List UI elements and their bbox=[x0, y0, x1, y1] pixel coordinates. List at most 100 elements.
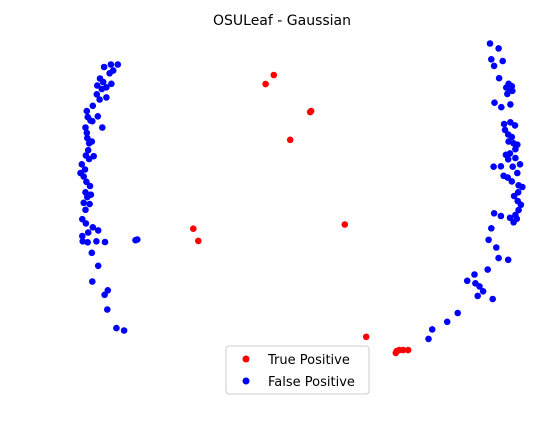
false-positive-point bbox=[463, 277, 471, 285]
false-positive-point bbox=[86, 200, 93, 208]
false-positive-point bbox=[504, 256, 512, 264]
false-positive-point bbox=[505, 138, 512, 145]
false-positive-point bbox=[114, 61, 122, 68]
false-positive-point bbox=[84, 146, 92, 154]
false-positive-point bbox=[89, 117, 96, 125]
false-positive-point bbox=[120, 327, 128, 334]
false-positive-point bbox=[94, 113, 102, 120]
false-positive-point bbox=[489, 295, 497, 303]
false-positive-point bbox=[485, 236, 492, 244]
false-positive-point bbox=[501, 126, 509, 134]
false-positive-point bbox=[94, 82, 101, 89]
true-positive-point bbox=[362, 333, 370, 341]
false-positive-point bbox=[516, 161, 524, 168]
true-positive-point bbox=[341, 221, 349, 228]
chart-title: OSULeaf - Gaussian bbox=[213, 13, 351, 29]
false-positive-point bbox=[82, 124, 89, 131]
false-positive-point bbox=[84, 134, 91, 142]
true-positive-point bbox=[404, 346, 412, 354]
false-positive-point bbox=[86, 182, 94, 190]
false-positive-point bbox=[106, 70, 113, 77]
false-positive-point bbox=[93, 238, 100, 245]
false-positive-point bbox=[509, 87, 516, 95]
false-positive-point bbox=[107, 61, 115, 68]
false-positive-point bbox=[507, 101, 514, 108]
false-positive-point bbox=[499, 57, 507, 65]
true-positive-point bbox=[190, 225, 197, 232]
false-positive-point bbox=[428, 326, 436, 333]
false-positive-point bbox=[498, 103, 505, 111]
true-positive-point bbox=[195, 237, 202, 245]
false-positive-point bbox=[517, 201, 525, 209]
true-positive-point bbox=[270, 71, 278, 79]
false-positive-point bbox=[497, 163, 505, 170]
false-positive-point bbox=[96, 96, 103, 103]
false-positive-point bbox=[508, 178, 516, 185]
false-positive-point bbox=[443, 318, 451, 326]
false-positive-point bbox=[497, 212, 505, 220]
false-positive-point bbox=[515, 206, 522, 214]
false-positive-point bbox=[88, 138, 96, 145]
legend-label-false-positive: False Positive bbox=[268, 375, 355, 390]
false-positive-point bbox=[474, 292, 482, 300]
false-positive-point bbox=[488, 56, 495, 63]
false-positive-point bbox=[510, 192, 518, 200]
false-positive-point bbox=[495, 74, 503, 82]
false-positive-point bbox=[486, 40, 494, 47]
false-positive-point bbox=[490, 62, 498, 70]
false-positive-point bbox=[490, 210, 498, 217]
false-positive-point bbox=[495, 254, 502, 262]
false-positive-point bbox=[99, 78, 107, 86]
chart-legend: True Positive False Positive bbox=[225, 345, 370, 395]
false-positive-point bbox=[509, 163, 516, 170]
false-positive-point bbox=[82, 206, 89, 214]
scatter-points bbox=[77, 40, 526, 357]
false-positive-point bbox=[104, 306, 111, 313]
false-positive-point bbox=[504, 156, 512, 163]
false-positive-point bbox=[78, 161, 86, 168]
false-positive-point bbox=[80, 199, 87, 207]
true-positive-point bbox=[262, 80, 269, 88]
true-positive-point bbox=[286, 136, 294, 144]
false-positive-point bbox=[495, 45, 502, 52]
false-positive-point bbox=[108, 80, 115, 88]
legend-marker-true-positive bbox=[242, 355, 250, 363]
false-positive-point bbox=[134, 236, 141, 243]
false-positive-point bbox=[500, 120, 508, 128]
false-positive-point bbox=[506, 214, 514, 222]
false-positive-point bbox=[511, 122, 519, 129]
false-positive-point bbox=[103, 94, 110, 101]
true-positive-point bbox=[307, 107, 315, 115]
false-positive-point bbox=[93, 91, 101, 98]
false-positive-point bbox=[82, 220, 90, 227]
false-positive-point bbox=[491, 99, 498, 106]
false-positive-point bbox=[81, 166, 89, 173]
false-positive-point bbox=[83, 107, 91, 115]
false-positive-point bbox=[476, 283, 483, 290]
false-positive-point bbox=[514, 169, 521, 177]
false-positive-point bbox=[83, 129, 91, 137]
false-positive-point bbox=[90, 152, 97, 160]
false-positive-point bbox=[479, 288, 487, 295]
false-positive-point bbox=[99, 124, 106, 131]
false-positive-point bbox=[79, 232, 86, 240]
false-positive-point bbox=[94, 227, 102, 234]
legend-marker-false-positive bbox=[242, 377, 250, 385]
false-positive-point bbox=[519, 183, 526, 191]
false-positive-point bbox=[88, 249, 96, 257]
false-positive-point bbox=[87, 191, 95, 198]
false-positive-point bbox=[101, 291, 108, 299]
false-positive-point bbox=[471, 271, 478, 278]
false-positive-point bbox=[484, 266, 492, 273]
legend-box bbox=[225, 345, 370, 395]
false-positive-point bbox=[510, 219, 517, 226]
false-positive-point bbox=[98, 85, 106, 93]
false-positive-point bbox=[512, 154, 519, 162]
false-positive-point bbox=[84, 229, 92, 236]
legend-label-true-positive: True Positive bbox=[267, 353, 350, 368]
true-positive-point bbox=[399, 346, 407, 354]
false-positive-point bbox=[84, 239, 91, 246]
false-positive-point bbox=[101, 238, 109, 246]
false-positive-point bbox=[80, 173, 87, 180]
